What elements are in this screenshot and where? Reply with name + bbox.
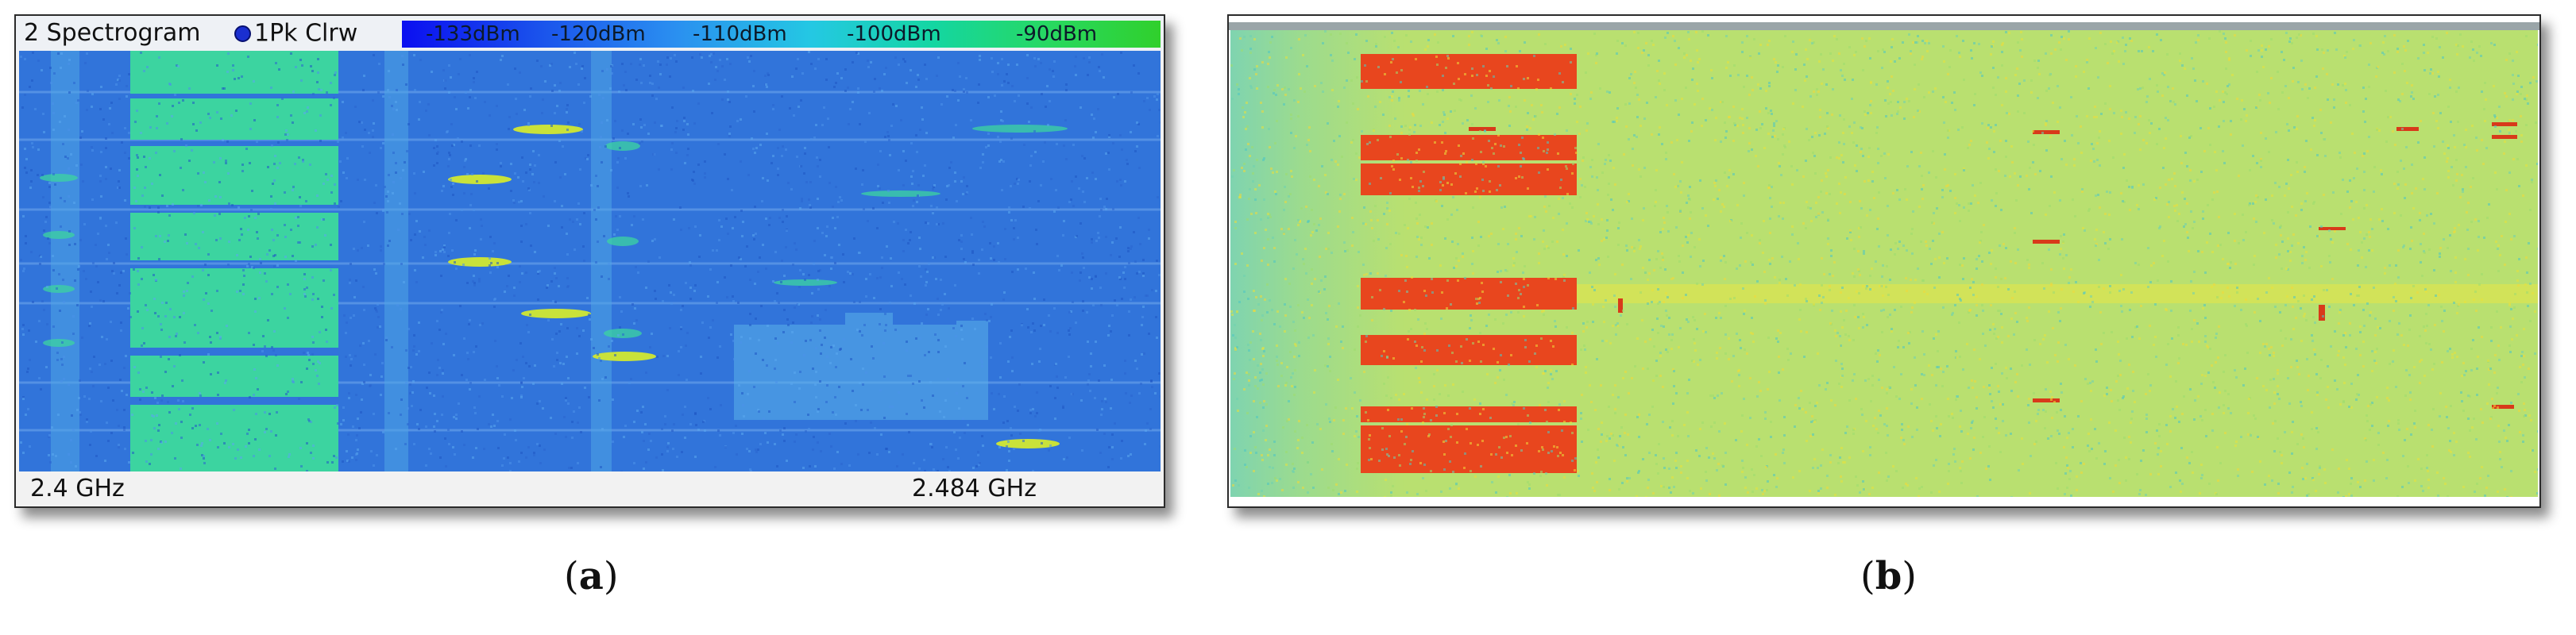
spectrogram-header: 2 Spectrogram 1Pk Clrw -133dBm -120dBm -…: [16, 16, 1164, 51]
caption-a-letter: a: [578, 554, 604, 598]
spectrogram-canvas-a: [19, 51, 1161, 471]
trace-dot-icon: [234, 25, 251, 42]
frequency-axis: 2.4 GHz 2.484 GHz: [16, 471, 1164, 506]
trace-label: 1Pk Clrw: [254, 19, 358, 48]
scale-label-1: -133dBm: [426, 22, 520, 46]
top-strip: [1229, 22, 2539, 30]
spectrogram-window-b: [1227, 14, 2541, 508]
caption-b: (b): [1860, 554, 1917, 598]
noise-texture-a: [20, 51, 1161, 471]
caption-b-letter: b: [1875, 554, 1902, 598]
scale-label-2: -120dBm: [551, 22, 646, 46]
freq-stop-label: 2.484 GHz: [912, 475, 1037, 502]
spectrogram-title: 2 Spectrogram: [24, 19, 201, 47]
noise-texture-b: [1230, 30, 2538, 497]
caption-b-close: ): [1902, 554, 1918, 598]
spectrogram-plot-a: [19, 51, 1161, 471]
caption-b-open: (: [1860, 554, 1875, 598]
caption-a-open: (: [564, 554, 579, 598]
scale-label-3: -110dBm: [693, 22, 787, 46]
caption-a: (a): [564, 554, 619, 598]
caption-a-close: ): [603, 554, 619, 598]
spectrogram-canvas-b: [1230, 30, 2538, 497]
freq-start-label: 2.4 GHz: [30, 475, 125, 502]
trace-indicator[interactable]: 1Pk Clrw: [234, 19, 357, 48]
spectrogram-plot-b: [1230, 30, 2538, 497]
scale-label-4: -100dBm: [847, 22, 941, 46]
color-scale-bar: -133dBm -120dBm -110dBm -100dBm -90dBm: [402, 21, 1161, 48]
spectrogram-window-a: 2 Spectrogram 1Pk Clrw -133dBm -120dBm -…: [14, 14, 1165, 508]
scale-label-5: -90dBm: [1016, 22, 1098, 46]
